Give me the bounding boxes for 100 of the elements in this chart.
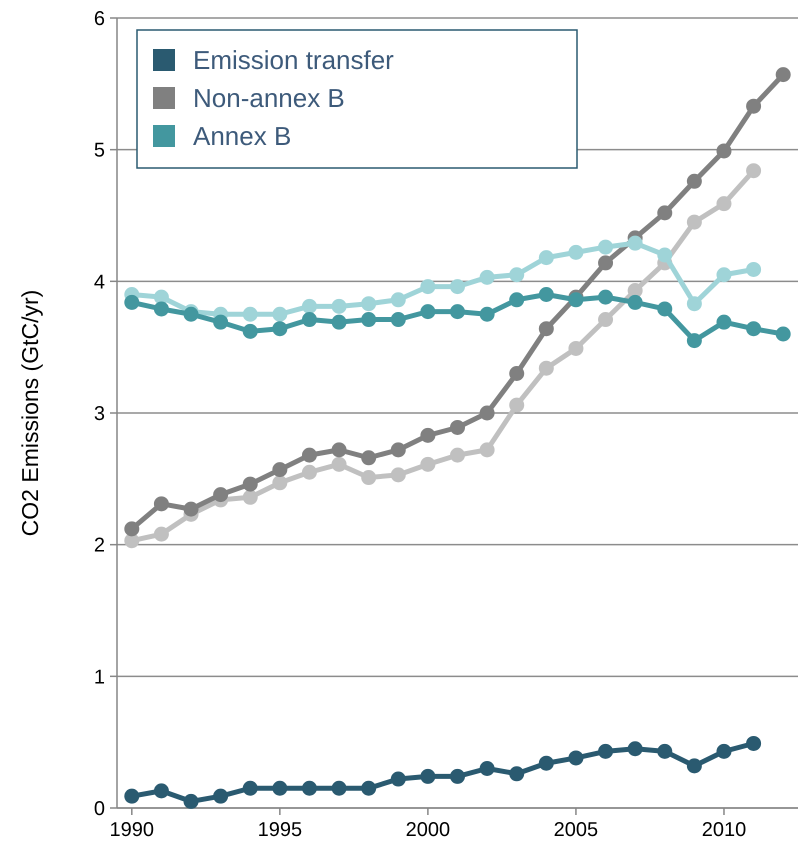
y-tick-label: 5 xyxy=(94,140,105,162)
point xyxy=(657,301,672,316)
point xyxy=(598,744,614,759)
point xyxy=(716,267,732,282)
y-tick-label: 3 xyxy=(94,403,105,425)
point xyxy=(657,205,672,220)
point xyxy=(302,464,317,480)
point xyxy=(450,448,465,463)
y-tick-label: 6 xyxy=(94,8,105,30)
point xyxy=(302,298,317,314)
point xyxy=(213,487,228,502)
point xyxy=(124,788,140,804)
y-tick-label: 4 xyxy=(94,271,105,294)
point xyxy=(332,314,347,330)
point xyxy=(242,490,258,505)
point xyxy=(332,780,347,796)
point xyxy=(390,442,406,458)
point xyxy=(686,758,702,774)
point xyxy=(716,196,732,212)
point xyxy=(242,476,258,492)
point xyxy=(420,456,436,472)
point xyxy=(184,794,199,809)
point xyxy=(450,304,465,320)
point xyxy=(272,780,288,796)
point xyxy=(242,324,258,339)
point xyxy=(686,174,702,189)
point xyxy=(332,456,347,472)
point xyxy=(420,768,436,784)
point xyxy=(361,312,376,328)
point xyxy=(154,301,169,316)
point xyxy=(213,788,228,804)
legend-label: Emission transfer xyxy=(193,45,394,76)
point xyxy=(480,306,495,322)
point xyxy=(598,240,614,255)
legend-label: Annex B xyxy=(193,121,292,152)
point xyxy=(746,98,762,114)
point xyxy=(628,741,643,756)
point xyxy=(686,333,702,348)
point xyxy=(716,314,732,330)
point xyxy=(628,236,643,251)
point xyxy=(390,312,406,328)
point xyxy=(746,736,762,751)
point xyxy=(568,340,584,356)
x-tick-label: 2010 xyxy=(702,819,746,841)
point xyxy=(686,214,702,230)
point xyxy=(450,420,465,435)
point xyxy=(332,298,347,314)
point xyxy=(184,502,199,517)
point xyxy=(598,312,614,328)
x-tick-label: 2005 xyxy=(554,819,598,841)
point xyxy=(538,250,554,266)
y-tick-label: 0 xyxy=(94,798,105,820)
point xyxy=(686,296,702,312)
point xyxy=(716,143,732,158)
x-tick-label: 2000 xyxy=(406,819,450,841)
point xyxy=(746,321,762,336)
point xyxy=(480,270,495,285)
point xyxy=(242,780,258,796)
point xyxy=(390,467,406,482)
y-tick-label: 2 xyxy=(94,534,105,557)
point xyxy=(154,526,169,542)
point xyxy=(509,398,524,413)
point xyxy=(598,255,614,270)
point xyxy=(302,448,317,463)
point xyxy=(657,248,672,262)
point xyxy=(361,296,376,312)
point xyxy=(272,321,288,336)
point xyxy=(628,294,643,310)
point xyxy=(213,314,228,330)
point xyxy=(420,304,436,320)
point xyxy=(154,496,169,512)
point xyxy=(568,244,584,260)
point xyxy=(509,766,524,782)
point xyxy=(509,267,524,282)
point xyxy=(420,428,436,443)
point xyxy=(746,262,762,277)
point xyxy=(302,780,317,796)
point xyxy=(124,521,140,536)
point xyxy=(272,475,288,490)
x-tick-label: 1995 xyxy=(258,819,302,841)
point xyxy=(450,279,465,294)
point xyxy=(154,783,169,798)
point xyxy=(538,360,554,376)
point xyxy=(390,292,406,308)
y-tick-label: 1 xyxy=(94,666,105,688)
point xyxy=(568,750,584,766)
point xyxy=(272,306,288,322)
x-tick-label: 1990 xyxy=(110,819,154,841)
point xyxy=(450,768,465,784)
point xyxy=(480,442,495,458)
point xyxy=(390,772,406,787)
point xyxy=(716,744,732,759)
point xyxy=(538,287,554,302)
point xyxy=(420,279,436,294)
point xyxy=(361,470,376,486)
point xyxy=(509,366,524,381)
point xyxy=(657,744,672,759)
point xyxy=(538,756,554,771)
point xyxy=(332,442,347,458)
point xyxy=(361,780,376,796)
